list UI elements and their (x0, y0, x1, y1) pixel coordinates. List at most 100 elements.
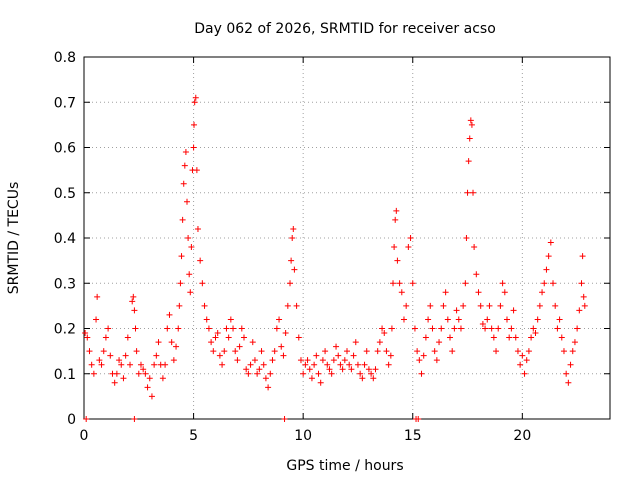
data-point (407, 235, 414, 241)
x-tick-label: 20 (513, 428, 531, 444)
data-point (550, 280, 557, 287)
data-point (308, 375, 315, 382)
data-point (153, 352, 160, 359)
data-point (262, 375, 269, 382)
data-point (93, 316, 100, 323)
data-point (144, 384, 151, 391)
data-point (210, 348, 217, 355)
data-point (281, 416, 288, 422)
data-point (256, 366, 263, 373)
data-point (216, 352, 223, 359)
data-point (455, 316, 462, 323)
data-point (188, 244, 195, 251)
data-point (199, 280, 206, 287)
data-point (425, 316, 432, 323)
data-point (473, 271, 480, 278)
data-point (497, 302, 504, 309)
data-point (451, 325, 458, 332)
data-point (159, 375, 166, 382)
data-point (212, 334, 219, 341)
data-point (295, 334, 302, 341)
data-point (234, 357, 241, 364)
y-tick-label: 0.3 (54, 276, 76, 292)
data-point (477, 302, 484, 309)
data-point (525, 348, 532, 355)
data-point (197, 257, 204, 264)
data-point (392, 216, 399, 223)
data-point (251, 357, 258, 364)
data-point (82, 330, 89, 337)
data-point (142, 370, 149, 377)
data-point (528, 334, 535, 341)
y-tick-label: 0.6 (54, 141, 76, 157)
y-tick-label: 0.7 (54, 95, 76, 111)
data-point (182, 149, 189, 156)
y-axis: 0 0.1 0.2 0.3 0.4 0.5 0.6 0.7 0.8 (54, 50, 610, 428)
data-point (393, 207, 400, 214)
data-point (311, 361, 318, 368)
data-point (90, 370, 97, 377)
data-point (571, 339, 578, 346)
data-point (365, 366, 372, 373)
data-point (191, 121, 198, 128)
data-point (422, 334, 429, 341)
y-tick-label: 0.1 (54, 367, 76, 383)
data-point (151, 361, 158, 368)
data-point (254, 370, 261, 377)
data-point (269, 357, 276, 364)
data-point (466, 135, 473, 142)
y-tick-label: 0.8 (54, 50, 76, 66)
data-point (177, 280, 184, 287)
data-point (506, 334, 513, 341)
data-point (131, 307, 138, 314)
data-point (556, 316, 563, 323)
data-point (359, 375, 366, 382)
data-point (116, 357, 123, 364)
data-point (236, 343, 243, 350)
data-point (462, 280, 469, 287)
data-point (315, 370, 322, 377)
x-tick-label: 5 (189, 428, 198, 444)
data-point (184, 198, 191, 205)
data-point (463, 235, 470, 241)
data-point (442, 289, 449, 296)
x-axis-label: GPS time / hours (286, 458, 403, 474)
y-tick-label: 0.2 (54, 322, 76, 338)
data-point (98, 361, 105, 368)
data-point (83, 416, 90, 422)
data-point (532, 330, 539, 337)
data-point (280, 352, 287, 359)
data-point (322, 348, 329, 355)
data-point (289, 235, 296, 241)
data-point (346, 361, 353, 368)
data-point (379, 325, 386, 332)
data-point (122, 352, 129, 359)
data-point (205, 325, 212, 332)
x-tick-label: 0 (80, 428, 89, 444)
data-point (499, 280, 506, 287)
data-point (304, 357, 311, 364)
data-point (284, 302, 291, 309)
data-point (576, 307, 583, 314)
data-point (418, 370, 425, 377)
data-point (238, 325, 245, 332)
data-point (203, 316, 210, 323)
data-point (427, 302, 434, 309)
data-point (267, 370, 274, 377)
data-point (484, 316, 491, 323)
data-point (191, 99, 198, 106)
data-point (436, 339, 443, 346)
data-point (391, 244, 398, 251)
data-point (164, 325, 171, 332)
data-point (86, 348, 93, 355)
data-point (523, 357, 530, 364)
x-tick-label: 10 (294, 428, 312, 444)
data-point (187, 289, 194, 296)
data-point (396, 280, 403, 287)
data-point (131, 416, 138, 422)
data-point (579, 253, 586, 260)
data-point (324, 361, 331, 368)
data-point (96, 357, 103, 364)
data-point (350, 352, 357, 359)
data-point (490, 334, 497, 341)
